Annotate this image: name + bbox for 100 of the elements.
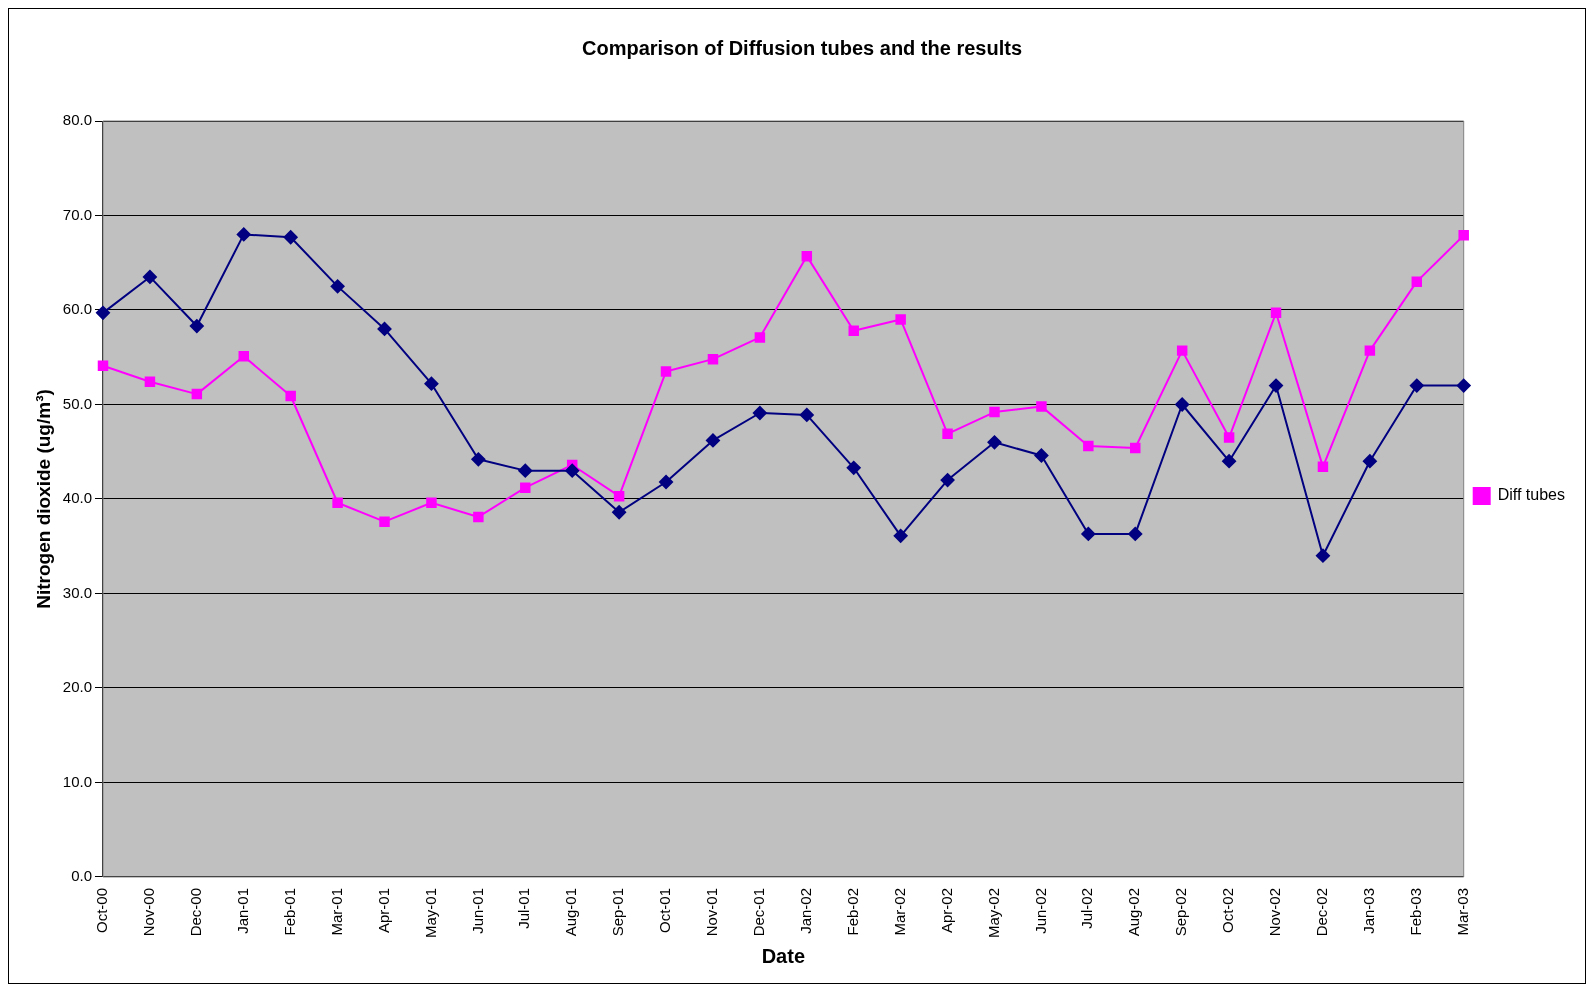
y-tick-label: 20.0 <box>62 678 92 696</box>
point <box>238 351 249 362</box>
point <box>426 497 437 509</box>
point <box>1036 401 1047 412</box>
x-tick-label: Sep-02 <box>1172 887 1190 937</box>
point <box>1176 345 1188 356</box>
point <box>471 452 486 467</box>
point <box>189 319 204 334</box>
point <box>473 511 484 523</box>
x-tick-label: Mar-01 <box>327 887 345 936</box>
x-tick-label: Apr-01 <box>374 887 392 934</box>
point <box>659 474 674 489</box>
point <box>1128 526 1143 541</box>
point <box>95 305 110 320</box>
point <box>377 321 392 336</box>
x-tick-label: Oct-00 <box>93 887 111 933</box>
x-tick-label: Jun-01 <box>468 887 486 934</box>
point <box>1362 454 1377 469</box>
point <box>1456 378 1471 393</box>
point <box>1411 276 1423 287</box>
point <box>1034 448 1049 463</box>
point <box>940 473 955 488</box>
point <box>1175 397 1190 412</box>
point <box>191 388 203 400</box>
x-tick-label: Apr-02 <box>937 887 955 934</box>
x-tick-label: Aug-01 <box>562 887 580 937</box>
point <box>660 366 672 377</box>
point <box>799 407 814 422</box>
x-tick-label: Aug-02 <box>1125 887 1143 937</box>
x-axis-title: Date <box>761 944 806 967</box>
point <box>942 428 953 440</box>
point <box>565 463 580 478</box>
x-tick-label: Feb-01 <box>280 887 298 936</box>
point <box>1222 454 1237 469</box>
point <box>801 250 813 262</box>
x-tick-label: Dec-00 <box>186 887 204 937</box>
x-tick-label: Mar-02 <box>890 887 908 936</box>
x-tick-label: Nov-00 <box>140 887 158 937</box>
x-tick-label: Jul-02 <box>1078 887 1096 929</box>
x-tick-label: Nov-02 <box>1266 887 1284 937</box>
y-tick-label: 10.0 <box>62 772 92 790</box>
y-tick-label: 60.0 <box>62 300 92 318</box>
point <box>97 360 109 371</box>
point <box>752 406 767 420</box>
point <box>236 227 251 242</box>
point <box>1081 526 1096 541</box>
point <box>330 279 345 294</box>
x-tick-label: Oct-01 <box>656 887 674 933</box>
x-tick-label: Nov-01 <box>703 887 721 937</box>
point <box>424 376 439 391</box>
y-tick-label: 40.0 <box>62 489 92 507</box>
point <box>1409 378 1424 393</box>
x-tick-label: Jul-01 <box>515 887 533 929</box>
point <box>332 497 343 509</box>
x-tick-label: Feb-03 <box>1406 887 1424 936</box>
point <box>893 528 908 543</box>
x-tick-label: May-01 <box>421 887 439 939</box>
point <box>987 435 1002 450</box>
x-tick-label: Jan-01 <box>233 887 251 934</box>
point <box>1083 440 1094 452</box>
point <box>989 406 1000 418</box>
y-tick-label: 30.0 <box>62 583 92 601</box>
point <box>1364 345 1376 356</box>
x-tick-label: Jan-03 <box>1360 887 1377 934</box>
point <box>1458 230 1469 241</box>
point <box>1270 307 1282 319</box>
point <box>1317 461 1329 473</box>
point <box>520 482 531 493</box>
y-tick-label: 80.0 <box>62 111 92 129</box>
point <box>379 516 390 527</box>
y-tick-label: 0.0 <box>71 867 92 885</box>
x-tick-label: Sep-01 <box>609 887 627 937</box>
point <box>613 490 625 502</box>
point <box>142 269 157 284</box>
x-tick-label: Jun-02 <box>1031 887 1049 934</box>
point <box>518 463 533 478</box>
x-tick-label: Mar-03 <box>1453 887 1471 936</box>
point <box>285 390 296 402</box>
y-axis-title: Nitrogen dioxide (ug/m³) <box>32 389 54 609</box>
x-tick-label: Oct-02 <box>1219 887 1237 933</box>
point <box>848 325 859 337</box>
point <box>612 505 627 520</box>
point <box>1130 442 1141 454</box>
point <box>754 332 766 343</box>
x-tick-label: Dec-02 <box>1313 887 1331 937</box>
point <box>705 433 720 448</box>
x-tick-label: Dec-01 <box>750 887 768 937</box>
chart-title: Comparison of Diffusion tubes and the results <box>581 36 1023 59</box>
x-tick-label: Jan-02 <box>796 887 814 934</box>
x-tick-label: May-02 <box>984 887 1002 939</box>
point <box>707 353 719 365</box>
point <box>1269 378 1284 393</box>
x-tick-label: Feb-02 <box>843 887 861 936</box>
point <box>895 314 906 325</box>
point <box>1223 432 1235 443</box>
point <box>144 376 156 388</box>
y-tick-label: 70.0 <box>62 205 92 223</box>
legend-label: Diff tubes <box>1497 486 1565 504</box>
point <box>1315 548 1330 563</box>
y-tick-label: 50.0 <box>62 394 92 412</box>
